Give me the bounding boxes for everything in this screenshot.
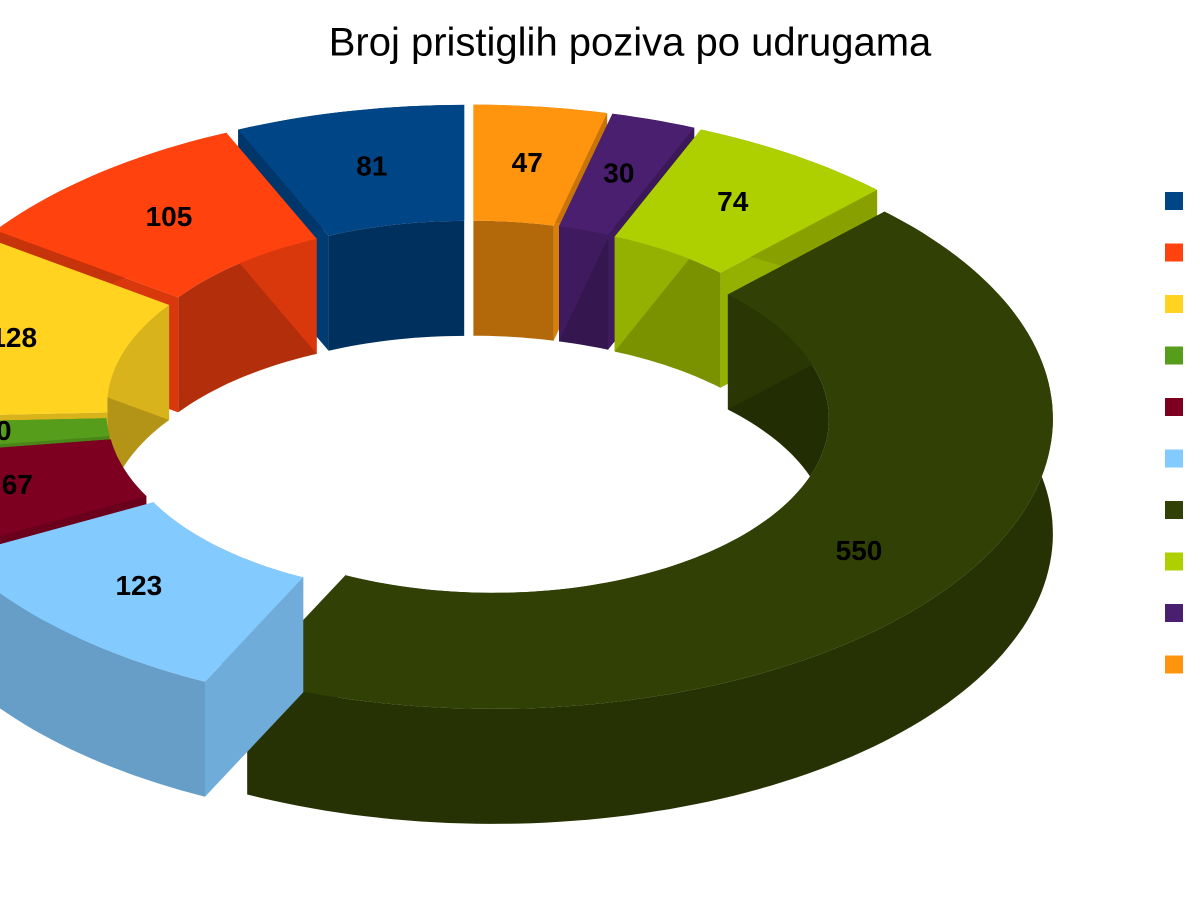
chart-title: Broj pristiglih poziva po udrugama [329, 21, 932, 65]
value-label: 30 [603, 157, 634, 188]
slice-top [247, 211, 1053, 709]
legend-swatch [1165, 398, 1183, 416]
legend-swatch [1165, 346, 1183, 365]
legend-swatch [1165, 604, 1183, 622]
slice-top [559, 113, 695, 235]
slice-top [473, 104, 608, 226]
legend-swatch [1165, 295, 1183, 313]
legend-swatch [1165, 655, 1183, 674]
value-label: 550 [836, 535, 883, 566]
slice-outer-wall [0, 593, 205, 797]
slice-top [0, 439, 147, 537]
slice-side [205, 577, 304, 797]
slice-top [0, 242, 170, 415]
legend-swatch [1165, 449, 1183, 468]
legend-swatch [1165, 243, 1183, 262]
legend-swatch [1165, 552, 1183, 571]
slice-top [0, 132, 317, 298]
slice-top [614, 129, 878, 273]
legend-swatch [1165, 192, 1183, 210]
slice-inner-wall [328, 220, 465, 351]
value-label: 20 [0, 415, 12, 446]
value-label: 128 [0, 322, 37, 353]
slice-top [238, 104, 465, 236]
value-label: 47 [512, 147, 543, 178]
slice-top [0, 502, 304, 682]
value-label: 81 [356, 150, 387, 181]
value-label: 105 [146, 201, 193, 232]
slice-outer-wall [247, 211, 1053, 824]
slice-top [0, 418, 110, 445]
value-label: 123 [115, 570, 162, 601]
legend-swatch [1165, 501, 1183, 519]
value-label: 74 [717, 186, 749, 217]
value-label: 67 [2, 469, 33, 500]
slice-inner-wall [473, 220, 554, 341]
